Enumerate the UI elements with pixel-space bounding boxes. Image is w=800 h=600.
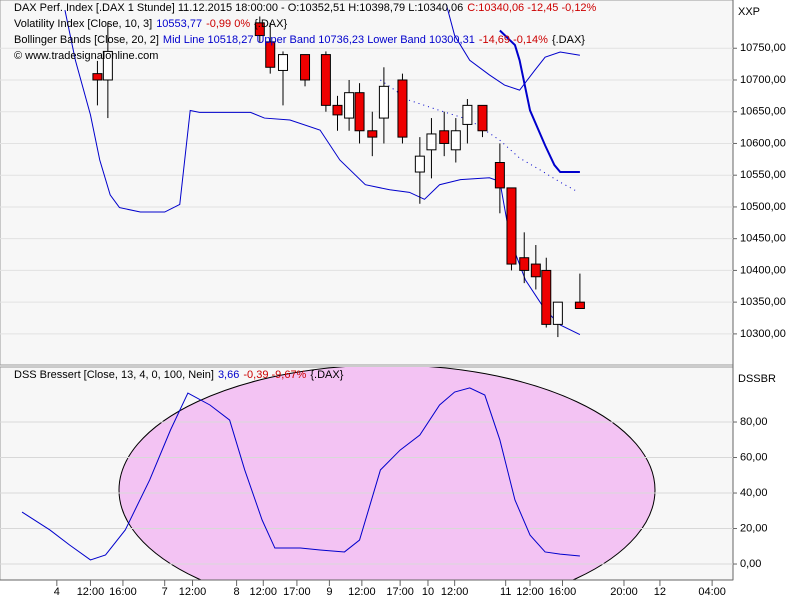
candle-body: [530, 263, 541, 278]
x-tick-label: 9: [326, 586, 332, 598]
candle-body: [426, 133, 437, 151]
candle-body: [92, 73, 103, 81]
indicator-line: [446, 4, 580, 91]
x-tick-label: 12: [654, 586, 666, 598]
y-tick-label: 10400,00: [740, 264, 786, 276]
candle-body: [477, 104, 488, 132]
y-tick-label: 80,00: [740, 416, 768, 428]
candle-body: [397, 79, 408, 138]
x-tick-label: 10: [422, 586, 434, 598]
indicator-plot: [0, 387, 733, 565]
header-segment: -14,69 -0,14%: [479, 34, 548, 46]
candle-body: [462, 104, 473, 125]
annotations: 10300,00 10350,00 10400,00 10450,00 10500,00…: [14, 2, 786, 598]
x-tick-label: 4: [54, 586, 60, 598]
x-tick-label: 11: [500, 586, 511, 598]
x-tick-label: 12:00: [77, 586, 105, 598]
y-tick-label: 10600,00: [740, 137, 786, 149]
header-line: DSS Bressert [Close, 13, 4, 0, 100, Nein…: [14, 369, 344, 381]
candle-body: [414, 155, 425, 173]
y-tick-label: 10350,00: [740, 296, 786, 308]
axis-label: DSSBR: [738, 373, 776, 385]
x-tick-label: 12:00: [516, 586, 544, 598]
header-segment: 3,66: [218, 369, 239, 381]
indicator-line: [64, 10, 581, 335]
candle-body: [320, 54, 331, 106]
candle-body: [552, 301, 563, 325]
candle-body: [378, 85, 389, 119]
axis-label: XXP: [738, 6, 760, 18]
y-tick-label: 10700,00: [740, 74, 786, 86]
header-segment: C:10340,06 -12,45 -0,12%: [467, 2, 596, 14]
header-segment: DSS Bressert [Close, 13, 4, 0, 100, Nein…: [14, 369, 214, 381]
header-segment: © www.tradesignalonline.com: [14, 50, 158, 62]
y-tick-label: 10500,00: [740, 201, 786, 213]
candle-body: [344, 92, 355, 119]
price-plot: [0, 4, 733, 338]
x-tick-label: 16:00: [549, 586, 577, 598]
candle-body: [439, 130, 450, 144]
candle-body: [450, 130, 461, 151]
header-line: Bollinger Bands [Close, 20, 2] Mid Line 1…: [14, 34, 585, 46]
candle-body: [332, 104, 343, 116]
header-segment: {.DAX}: [552, 34, 585, 46]
x-tick-label: 12:00: [250, 586, 278, 598]
candle-body: [541, 269, 552, 325]
y-tick-label: 60,00: [740, 451, 768, 463]
header-segment: {.DAX}: [254, 18, 287, 30]
header-line: © www.tradesignalonline.com: [14, 50, 158, 62]
candle-body: [519, 257, 530, 271]
y-tick-label: 10450,00: [740, 233, 786, 245]
highlight-ellipse: [118, 367, 656, 580]
header-segment: DAX Perf. Index [.DAX 1 Stunde] 11.12.20…: [14, 2, 463, 14]
price-pane: [0, 0, 734, 366]
y-tick-label: 10300,00: [740, 328, 786, 340]
indicator-line: [380, 79, 578, 193]
header-segment: -0,39 -9,67%: [243, 369, 306, 381]
y-tick-label: 10650,00: [740, 106, 786, 118]
x-tick-label: 8: [234, 586, 240, 598]
header-segment: 10553,77: [156, 18, 202, 30]
x-tick-label: 12:00: [348, 586, 376, 598]
y-tick-label: 40,00: [740, 487, 768, 499]
header-segment: -0,99 0%: [206, 18, 250, 30]
header-segment: Volatility Index [Close, 10, 3]: [14, 18, 152, 30]
candle-body: [506, 187, 517, 265]
header-line: DAX Perf. Index [.DAX 1 Stunde] 11.12.20…: [14, 2, 597, 14]
y-tick-label: 10750,00: [740, 42, 786, 54]
candle-body: [277, 54, 288, 71]
header-segment: {.DAX}: [310, 369, 343, 381]
y-tick-label: 10550,00: [740, 169, 786, 181]
candle-body: [574, 301, 585, 310]
y-tick-label: 20,00: [740, 522, 768, 534]
x-tick-label: 17:00: [283, 586, 311, 598]
candle-body: [300, 54, 311, 81]
candle-body: [102, 50, 113, 81]
x-tick-label: 17:00: [386, 586, 414, 598]
header-segment: Mid Line 10518,27 Upper Band 10736,23 Lo…: [163, 34, 475, 46]
x-tick-label: 12:00: [441, 586, 469, 598]
header-segment: Bollinger Bands [Close, 20, 2]: [14, 34, 159, 46]
candle-body: [254, 22, 265, 37]
candle-body: [367, 130, 378, 138]
x-tick-label: 04:00: [698, 586, 726, 598]
header-line: Volatility Index [Close, 10, 3] 10553,77-…: [14, 18, 287, 30]
y-tick-label: 0,00: [740, 558, 761, 570]
x-tick-label: 7: [162, 586, 168, 598]
x-tick-label: 12:00: [179, 586, 207, 598]
candle-body: [494, 162, 505, 189]
x-tick-label: 20:00: [610, 586, 638, 598]
indicator-line: [499, 29, 580, 174]
x-tick-label: 16:00: [109, 586, 137, 598]
candle-body: [354, 92, 365, 132]
indicator-line: [21, 387, 580, 561]
candle-body: [265, 41, 276, 68]
